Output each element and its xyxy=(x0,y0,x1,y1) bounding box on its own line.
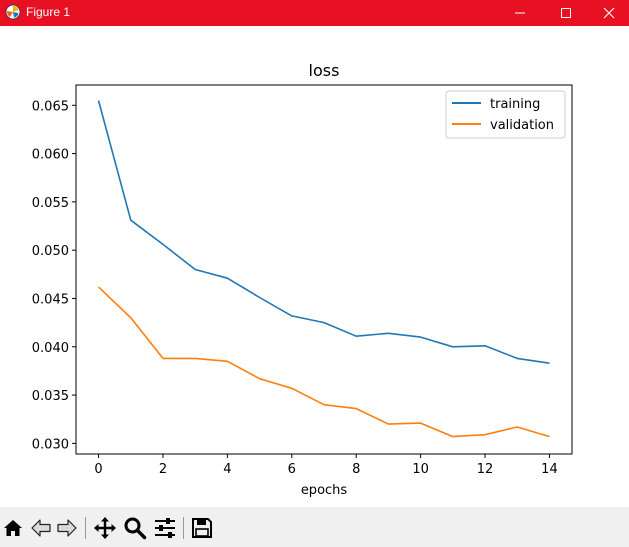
x-tick-label: 6 xyxy=(288,462,296,477)
close-button[interactable] xyxy=(589,0,629,26)
y-tick-label: 0.050 xyxy=(32,244,69,259)
series-lines xyxy=(97,100,550,438)
legend-label-training: training xyxy=(490,97,540,112)
pan-button[interactable] xyxy=(92,515,118,541)
y-tick-label: 0.055 xyxy=(32,196,69,211)
maximize-icon xyxy=(561,8,571,18)
configure-subplots-button[interactable] xyxy=(152,515,178,541)
maximize-button[interactable] xyxy=(543,0,589,26)
save-icon xyxy=(192,518,212,538)
figure-canvas[interactable]: loss 0.030 0.035 0.040 0.045 0.050 0.055 0.060… xyxy=(0,26,629,507)
plot-frame xyxy=(75,84,573,455)
home-button[interactable] xyxy=(0,515,26,541)
forward-arrow-icon xyxy=(57,519,77,537)
loss-chart: loss 0.030 0.035 0.040 0.045 0.050 0.055 0.060… xyxy=(32,61,573,498)
x-tick-label: 12 xyxy=(477,462,494,477)
y-tick-label: 0.060 xyxy=(32,148,69,163)
y-tick-label: 0.030 xyxy=(32,437,69,452)
minimize-button[interactable] xyxy=(497,0,543,26)
window-title: Figure 1 xyxy=(26,5,71,19)
x-tick-label: 10 xyxy=(412,462,429,477)
legend-label-validation: validation xyxy=(490,118,554,133)
zoom-icon xyxy=(124,517,147,540)
back-button[interactable] xyxy=(28,515,54,541)
x-tick-label: 0 xyxy=(94,462,102,477)
x-axis: 0 2 4 6 8 10 12 14 xyxy=(94,454,558,477)
x-tick-label: 2 xyxy=(159,462,167,477)
y-tick-label: 0.045 xyxy=(32,292,69,307)
zoom-button[interactable] xyxy=(122,515,148,541)
y-tick-label: 0.035 xyxy=(32,389,69,404)
toolbar-separator xyxy=(85,517,86,539)
legend: training validation xyxy=(445,90,566,139)
chart-title: loss xyxy=(309,61,340,80)
save-button[interactable] xyxy=(189,515,215,541)
home-icon xyxy=(4,520,22,536)
y-tick-label: 0.040 xyxy=(32,341,69,356)
x-axis-label: epochs xyxy=(301,483,348,498)
x-tick-label: 8 xyxy=(352,462,360,477)
x-tick-label: 14 xyxy=(541,462,558,477)
pan-icon xyxy=(94,517,116,539)
minimize-icon xyxy=(515,12,525,14)
series-line-training xyxy=(97,100,550,364)
y-axis: 0.030 0.035 0.040 0.045 0.050 0.055 0.060 0.065 xyxy=(32,99,76,452)
series-line-validation xyxy=(97,286,550,438)
back-arrow-icon xyxy=(31,519,51,537)
matplotlib-app-icon xyxy=(5,4,21,20)
forward-button[interactable] xyxy=(54,515,80,541)
configure-subplots-icon xyxy=(155,518,175,538)
close-icon xyxy=(603,7,615,19)
navigation-toolbar xyxy=(0,507,629,547)
y-tick-label: 0.065 xyxy=(32,99,69,114)
toolbar-separator xyxy=(183,517,184,539)
x-tick-label: 4 xyxy=(223,462,231,477)
window-titlebar: Figure 1 xyxy=(0,0,629,26)
